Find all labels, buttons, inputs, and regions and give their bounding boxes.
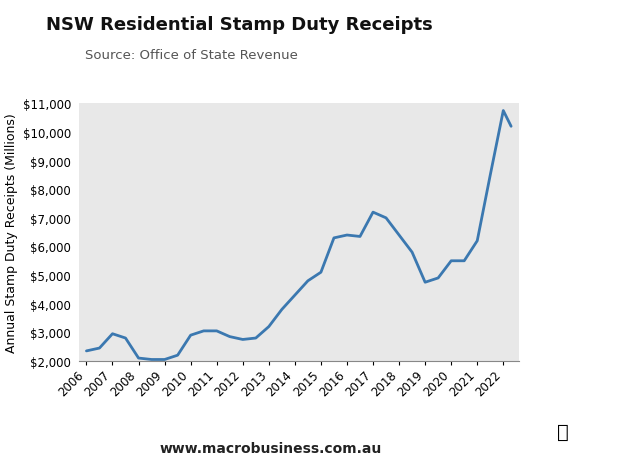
Y-axis label: Annual Stamp Duty Receipts (Millions): Annual Stamp Duty Receipts (Millions) <box>6 113 18 352</box>
Text: MACRO: MACRO <box>461 41 530 59</box>
Text: Source: Office of State Revenue: Source: Office of State Revenue <box>85 49 298 62</box>
Text: NSW Residential Stamp Duty Receipts: NSW Residential Stamp Duty Receipts <box>46 16 432 34</box>
Text: 🐺: 🐺 <box>557 422 569 441</box>
Text: BUSINESS: BUSINESS <box>462 77 528 90</box>
Text: www.macrobusiness.com.au: www.macrobusiness.com.au <box>159 441 382 455</box>
